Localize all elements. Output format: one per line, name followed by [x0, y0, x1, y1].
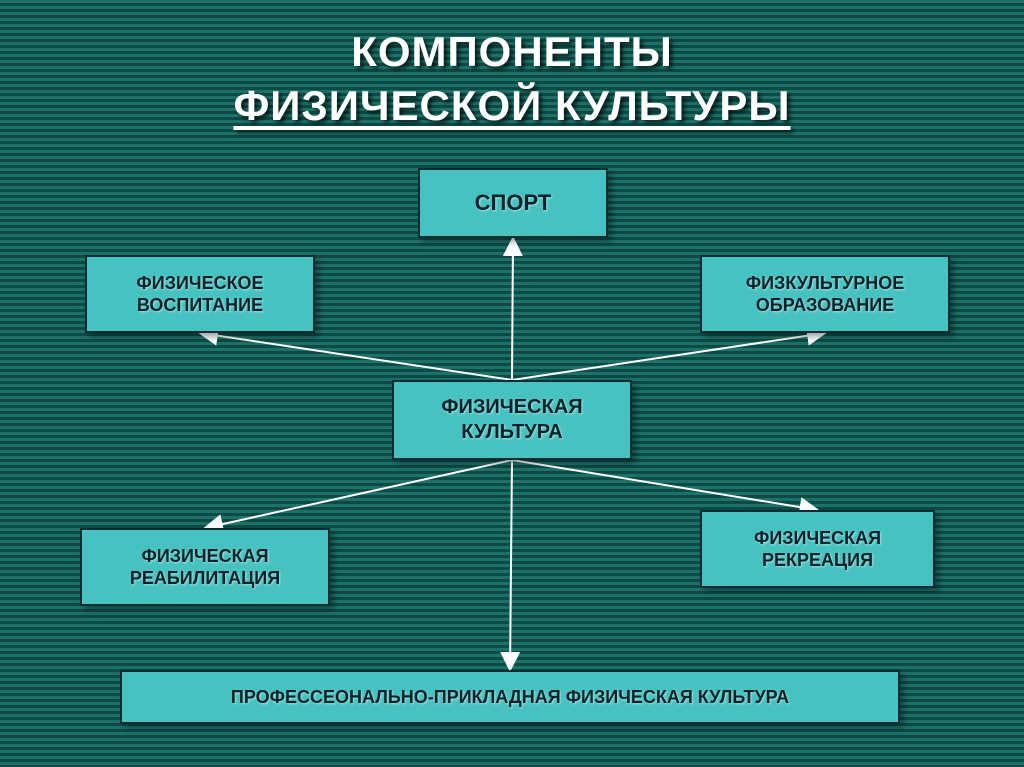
- node-sport: СПОРТ: [418, 168, 608, 238]
- node-physical-culture: ФИЗИЧЕСКАЯ КУЛЬТУРА: [392, 380, 632, 460]
- node-professional-applied: ПРОФЕССЕОНАЛЬНО-ПРИКЛАДНАЯ ФИЗИЧЕСКАЯ КУ…: [120, 670, 900, 724]
- title-line2: ФИЗИЧЕСКОЙ КУЛЬТУРЫ: [0, 82, 1024, 130]
- node-physical-education: ФИЗИЧЕСКОЕ ВОСПИТАНИЕ: [85, 255, 315, 333]
- title-line1: КОМПОНЕНТЫ: [0, 28, 1024, 76]
- node-recreation: ФИЗИЧЕСКАЯ РЕКРЕАЦИЯ: [700, 510, 935, 588]
- node-rehabilitation: ФИЗИЧЕСКАЯ РЕАБИЛИТАЦИЯ: [80, 528, 330, 606]
- node-physical-schooling: ФИЗКУЛЬТУРНОЕ ОБРАЗОВАНИЕ: [700, 255, 950, 333]
- diagram-stage: КОМПОНЕНТЫ ФИЗИЧЕСКОЙ КУЛЬТУРЫ СПОРТ ФИЗ…: [0, 0, 1024, 767]
